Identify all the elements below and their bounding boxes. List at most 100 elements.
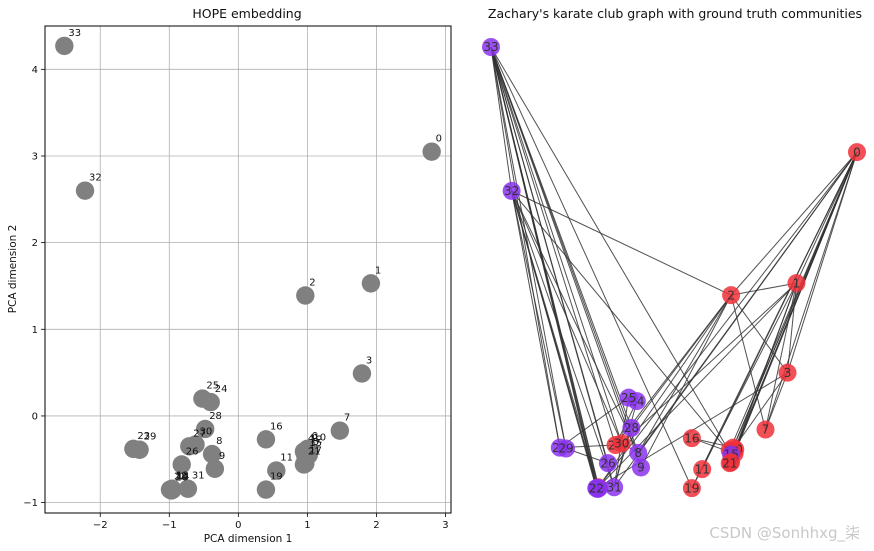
graph-edge	[597, 294, 732, 488]
scatter-point-label: 27	[193, 428, 206, 439]
graph-edge	[490, 46, 616, 446]
graph-edge	[613, 151, 858, 488]
graph-edge	[490, 46, 632, 428]
graph-edge	[729, 151, 858, 464]
graph-edge	[621, 282, 797, 444]
scatter-point	[267, 461, 286, 480]
graph-edge	[729, 282, 797, 464]
scatter-point-label: 8	[216, 436, 222, 447]
graph-node	[612, 434, 631, 453]
scatter-point-label: 12	[310, 434, 323, 445]
graph-node-label: 32	[504, 184, 519, 198]
graph-node	[629, 443, 648, 462]
graph-edge	[765, 151, 858, 430]
graph-edge	[490, 46, 642, 468]
graph-node	[598, 454, 617, 473]
graph-node-label: 19	[684, 481, 699, 495]
scatter-point-label: 24	[215, 384, 228, 395]
scatter-point	[202, 444, 222, 464]
graph-node-label: 26	[600, 456, 615, 470]
graph-edge	[511, 190, 567, 449]
y-tick-label: −1	[23, 498, 38, 509]
scatter-point-label: 4	[308, 433, 314, 444]
graph-edge	[490, 46, 561, 448]
graph-edge	[490, 46, 567, 449]
scatter-point	[352, 364, 372, 383]
graph-edge	[787, 283, 797, 373]
scatter-point-label: 28	[209, 411, 222, 422]
hope-embedding-title: HOPE embedding	[192, 6, 301, 21]
scatter-point-label: 26	[186, 446, 199, 457]
graph-edge	[787, 151, 858, 373]
scatter-point-label: 31	[192, 471, 205, 482]
scatter-point	[201, 392, 220, 412]
scatter-point-label: 3	[366, 355, 372, 366]
graph-node-label: 33	[483, 40, 498, 54]
scatter-point-label: 11	[280, 453, 293, 464]
graph-node	[605, 478, 624, 497]
scatter-grid	[45, 26, 451, 513]
scatter-point	[130, 440, 149, 459]
graph-node	[482, 38, 500, 56]
graph-edge	[490, 46, 732, 455]
scatter-point-label: 32	[89, 173, 102, 184]
graph-node-label: 29	[558, 442, 573, 456]
graph-edge	[511, 190, 615, 488]
y-tick-label: 1	[32, 325, 38, 336]
graph-node	[556, 439, 575, 458]
graph-node	[693, 460, 712, 479]
scatter-point-label: 1	[375, 265, 381, 276]
graph-edge	[597, 151, 858, 488]
scatter-point	[361, 274, 381, 293]
graph-edge	[630, 294, 732, 429]
graph-edge	[731, 282, 797, 296]
graph-edge	[490, 46, 597, 489]
scatter-point-label: 21	[308, 446, 321, 457]
y-tick-label: 0	[32, 411, 38, 422]
scatter-point-label: 7	[344, 413, 350, 424]
graph-node-label: 0	[853, 145, 861, 159]
y-tick-label: 4	[32, 65, 38, 76]
graph-edge	[559, 397, 629, 449]
graph-edge	[765, 372, 788, 430]
x-axis-label: PCA dimension 1	[204, 533, 293, 545]
scatter-point	[256, 430, 276, 449]
watermark: CSDN @Sonhhxg_柒	[709, 524, 860, 542]
graph-node	[682, 479, 701, 498]
graph-edge	[691, 282, 797, 489]
scatter-point	[160, 480, 180, 499]
scatter-point	[330, 421, 350, 440]
graph-node	[720, 454, 739, 473]
graph-node	[722, 286, 741, 305]
graph-edge	[490, 46, 693, 489]
graph-node-label: 3	[784, 366, 792, 380]
graph-edge	[511, 190, 732, 296]
scatter-point-label: 25	[206, 381, 219, 392]
scatter-point	[256, 480, 276, 499]
scatter-point-label: 6	[311, 431, 317, 442]
scatter-point-label: 29	[144, 432, 157, 443]
scatter-point	[205, 459, 225, 479]
graph-node	[502, 181, 521, 200]
graph-node-label: 31	[607, 480, 622, 494]
graph-node-label: 21	[722, 456, 737, 470]
y-tick-label: 3	[32, 151, 38, 162]
graph-nodes: 0123456789101112131415161718192021222324…	[482, 38, 866, 498]
scatter-point-label: 15	[309, 438, 322, 449]
scatter-point	[195, 419, 215, 439]
scatter-point	[422, 142, 441, 161]
graph-node-label: 11	[695, 462, 710, 476]
scatter-plot-area	[44, 25, 452, 514]
graph-edge	[765, 282, 797, 430]
graph-edge	[731, 372, 788, 452]
graph-node-label: 22	[589, 481, 604, 495]
scatter-point	[186, 435, 205, 454]
graph-node-label: 28	[624, 421, 639, 435]
graph-edge	[637, 294, 732, 454]
graph-node	[587, 479, 606, 498]
graph-edge	[796, 151, 858, 284]
scatter-point-label: 20	[175, 472, 188, 483]
